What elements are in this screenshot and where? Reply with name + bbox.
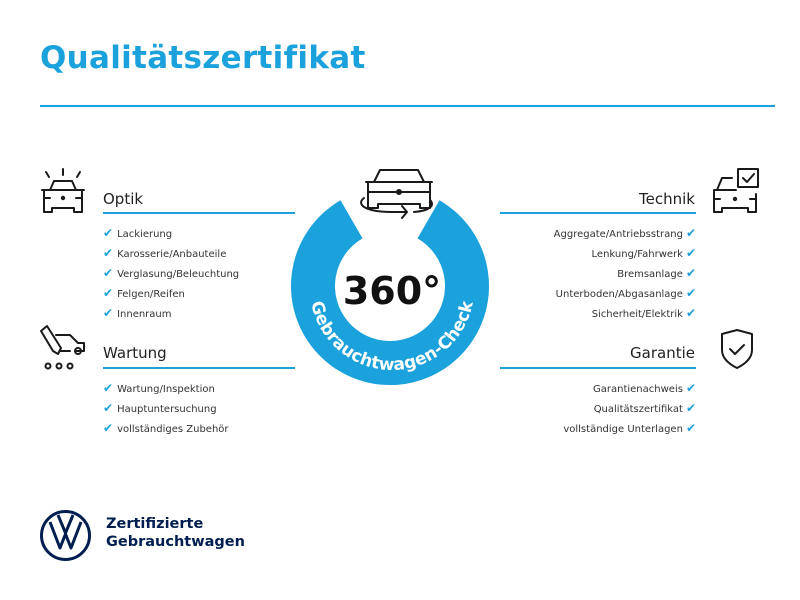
check-icon: ✔ xyxy=(103,306,114,320)
check-icon: ✔ xyxy=(103,401,114,415)
section-heading-technik: Technik xyxy=(639,190,695,208)
brand-line-1: Zertifizierte xyxy=(106,516,204,532)
check-icon: ✔ xyxy=(685,401,696,415)
section-heading-garantie: Garantie xyxy=(630,344,695,362)
section-divider xyxy=(500,367,696,369)
list-wartung: ✔ Wartung/Inspektion ✔ Hauptuntersuchung ✔… xyxy=(103,379,229,439)
check-icon: ✔ xyxy=(103,266,114,280)
badge-center-text: 360° xyxy=(343,269,441,313)
list-item: ✔ Felgen/Reifen xyxy=(103,286,185,300)
list-item: vollständige Unterlagen ✔ xyxy=(563,421,696,435)
shield-check-icon xyxy=(721,329,753,369)
title-divider xyxy=(40,105,775,107)
check-icon: ✔ xyxy=(103,381,114,395)
section-heading-optik: Optik xyxy=(103,190,144,208)
check-icon: ✔ xyxy=(685,306,696,320)
list-item: Unterboden/Abgasanlage ✔ xyxy=(555,286,696,300)
car-lights-icon xyxy=(41,168,85,213)
list-item: Garantienachweis ✔ xyxy=(593,381,696,395)
car-rotate-icon xyxy=(360,169,433,219)
list-item: ✔ Wartung/Inspektion xyxy=(103,381,215,395)
check-icon: ✔ xyxy=(103,286,114,300)
brand-line-2: Gebrauchtwagen xyxy=(106,534,245,550)
check-icon: ✔ xyxy=(685,266,696,280)
list-item: Aggregate/Antriebsstrang ✔ xyxy=(553,226,696,240)
list-item: Sicherheit/Elektrik ✔ xyxy=(591,306,696,320)
check-icon: ✔ xyxy=(685,226,696,240)
list-item: ✔ Hauptuntersuchung xyxy=(103,401,217,415)
check-icon: ✔ xyxy=(103,226,114,240)
badge-ring xyxy=(291,200,489,386)
list-item: ✔ Verglasung/Beleuchtung xyxy=(103,266,240,280)
section-heading-wartung: Wartung xyxy=(103,344,167,362)
list-item: ✔ Karosserie/Anbauteile xyxy=(103,246,227,260)
list-optik: ✔ Lackierung ✔ Karosserie/Anbauteile ✔ Verg… xyxy=(103,224,239,324)
check-icon: ✔ xyxy=(103,421,114,435)
list-item: Qualitätszertifikat ✔ xyxy=(593,401,696,415)
check-icon: ✔ xyxy=(685,381,696,395)
car-checkbox-icon xyxy=(713,168,759,213)
service-car-icon xyxy=(40,325,85,370)
section-divider xyxy=(103,212,295,214)
check-icon: ✔ xyxy=(685,421,696,435)
badge-360: 360° Gebrauchtwagen-Check xyxy=(291,169,489,386)
check-icon: ✔ xyxy=(685,286,696,300)
list-garantie: Garantienachweis ✔ Qualitätszertifikat ✔ v… xyxy=(563,379,696,439)
section-divider xyxy=(103,367,295,369)
check-icon: ✔ xyxy=(103,246,114,260)
list-item: Bremsanlage ✔ xyxy=(617,266,696,280)
list-technik: Aggregate/Antriebsstrang ✔ Lenkung/Fahrwe… xyxy=(554,224,696,324)
vw-logo xyxy=(40,510,91,561)
check-icon: ✔ xyxy=(685,246,696,260)
brand-text: Zertifizierte Gebrauchtwagen xyxy=(106,515,245,551)
list-item: ✔ Innenraum xyxy=(103,306,172,320)
list-item: Lenkung/Fahrwerk ✔ xyxy=(591,246,696,260)
section-divider xyxy=(500,212,696,214)
list-item: ✔ vollständiges Zubehör xyxy=(103,421,229,435)
list-item: ✔ Lackierung xyxy=(103,226,173,240)
page-title: Qualitätszertifikat xyxy=(40,40,366,76)
